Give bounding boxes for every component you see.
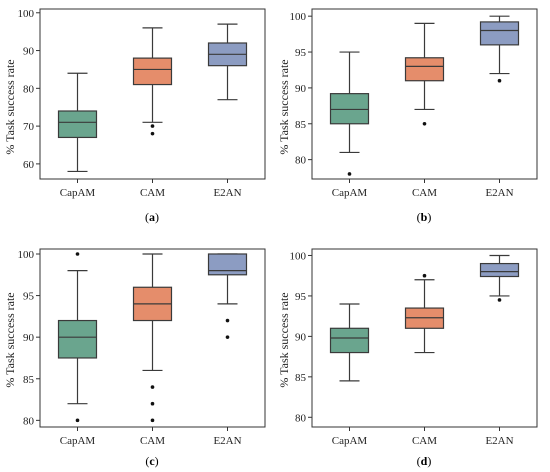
panel-d: % Task success rate (d) CapAM CAM E2AN 8… <box>277 248 538 468</box>
box-e2an <box>207 23 248 101</box>
outlier-point <box>150 131 155 136</box>
x-tick-label: CAM <box>140 187 165 199</box>
outlier-point <box>225 318 230 323</box>
panel-caption: (d) <box>417 454 432 468</box>
outlier-point <box>497 298 502 302</box>
panel-c: % Task success rate (c) CapAM CAM E2AN 8… <box>3 248 266 468</box>
iqr-box <box>57 110 98 139</box>
box-e2an <box>479 254 520 302</box>
panel-caption: (c) <box>145 454 158 468</box>
y-tick-label: 100 <box>290 11 307 23</box>
y-tick-label: 80 <box>295 412 307 424</box>
y-tick-label: 80 <box>295 155 307 167</box>
y-tick-label: 100 <box>18 8 35 20</box>
y-tick-label: 85 <box>295 119 307 131</box>
plot-area <box>308 248 538 431</box>
y-tick-label: 95 <box>23 291 35 303</box>
outlier-point <box>150 124 155 128</box>
x-tick-label: E2AN <box>485 187 513 199</box>
x-tick-label: E2AN <box>213 187 241 199</box>
x-tick-label: E2AN <box>485 435 513 447</box>
iqr-box <box>207 253 248 276</box>
iqr-box <box>479 262 520 278</box>
x-tick-label: CAM <box>412 187 437 199</box>
y-tick-label: 85 <box>295 372 307 384</box>
box-capam <box>329 51 370 176</box>
outlier-point <box>422 121 427 126</box>
box-capam <box>57 252 98 423</box>
outlier-point <box>422 273 427 278</box>
y-axis-title: % Task success rate <box>3 59 17 154</box>
y-tick-label: 90 <box>295 83 307 95</box>
iqr-box <box>479 21 520 46</box>
y-tick-label: 80 <box>23 415 35 427</box>
iqr-box <box>329 93 370 125</box>
x-tick-label: CapAM <box>332 187 368 199</box>
outlier-point <box>75 418 80 423</box>
iqr-box <box>132 57 173 86</box>
y-tick-label: 70 <box>23 121 35 133</box>
y-axis-title: % Task success rate <box>277 59 291 154</box>
outlier-point <box>75 252 80 256</box>
outlier-point <box>225 335 230 339</box>
panel-caption: (b) <box>417 210 432 224</box>
y-tick-label: 60 <box>23 159 35 171</box>
y-tick-label: 85 <box>23 374 35 386</box>
plot-area <box>36 248 266 431</box>
panel-caption: (a) <box>145 210 159 224</box>
y-tick-label: 95 <box>295 291 307 303</box>
y-tick-label: 80 <box>23 83 35 95</box>
y-tick-label: 100 <box>290 250 307 262</box>
x-tick-label: CAM <box>140 435 165 447</box>
iqr-box <box>329 327 370 354</box>
box-cam <box>404 273 445 354</box>
x-tick-label: CapAM <box>60 435 96 447</box>
x-tick-label: E2AN <box>213 435 241 447</box>
box-cam <box>132 253 173 423</box>
box-e2an <box>207 253 248 339</box>
y-tick-label: 90 <box>23 46 35 58</box>
y-tick-label: 95 <box>295 47 307 59</box>
panel-b: % Task success rate (b) CapAM CAM E2AN 8… <box>277 8 538 224</box>
y-tick-label: 90 <box>295 331 307 343</box>
outlier-point <box>150 418 155 423</box>
box-cam <box>404 22 445 126</box>
box-capam <box>57 72 98 173</box>
iqr-box <box>404 57 445 82</box>
x-tick-label: CapAM <box>332 435 368 447</box>
plot-area <box>36 8 266 183</box>
box-cam <box>132 27 173 136</box>
x-tick-label: CAM <box>412 435 437 447</box>
box-capam <box>329 303 370 382</box>
y-axis-title: % Task success rate <box>3 292 17 387</box>
outlier-point <box>347 172 352 176</box>
plot-area <box>308 8 538 183</box>
x-tick-label: CapAM <box>60 187 96 199</box>
outlier-point <box>150 401 155 406</box>
y-axis-title: % Task success rate <box>277 292 291 387</box>
panel-a: % Task success rate (a) CapAM CAM E2AN 6… <box>3 8 266 224</box>
y-tick-label: 90 <box>23 332 35 344</box>
outlier-point <box>497 78 502 83</box>
outlier-point <box>150 385 155 389</box>
y-tick-label: 100 <box>18 249 35 261</box>
box-e2an <box>479 15 520 83</box>
iqr-box <box>57 319 98 359</box>
